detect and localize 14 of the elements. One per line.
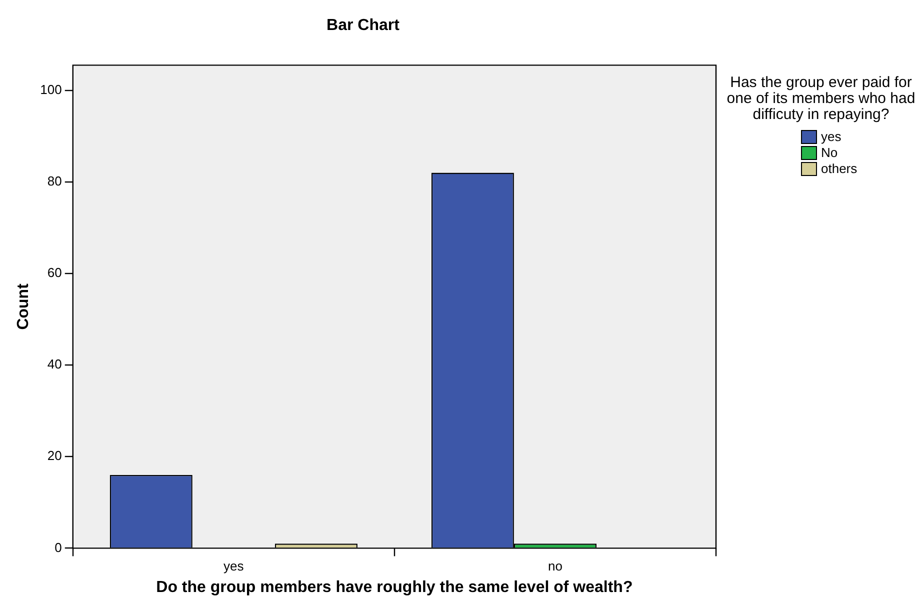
legend-label: others (821, 161, 858, 178)
y-axis-title: Count (15, 282, 32, 330)
y-tick-label: 40 (47, 356, 62, 372)
x-axis-title: Do the group members have roughly the same level of wealth? (156, 578, 633, 596)
y-tick-label: 80 (47, 174, 62, 189)
legend-title: Has the group ever paid for one of its members who had difficuty in repaying? (726, 74, 916, 124)
y-tick-label: 20 (47, 448, 62, 464)
chart-title: Bar Chart (326, 17, 400, 34)
y-tick-label: 100 (40, 82, 62, 97)
legend-label: yes (821, 129, 842, 146)
x-tick-label: no (548, 558, 562, 574)
legend-label: No (821, 145, 838, 162)
y-tick-label: 60 (47, 265, 62, 280)
y-tick-label: 0 (54, 540, 62, 555)
